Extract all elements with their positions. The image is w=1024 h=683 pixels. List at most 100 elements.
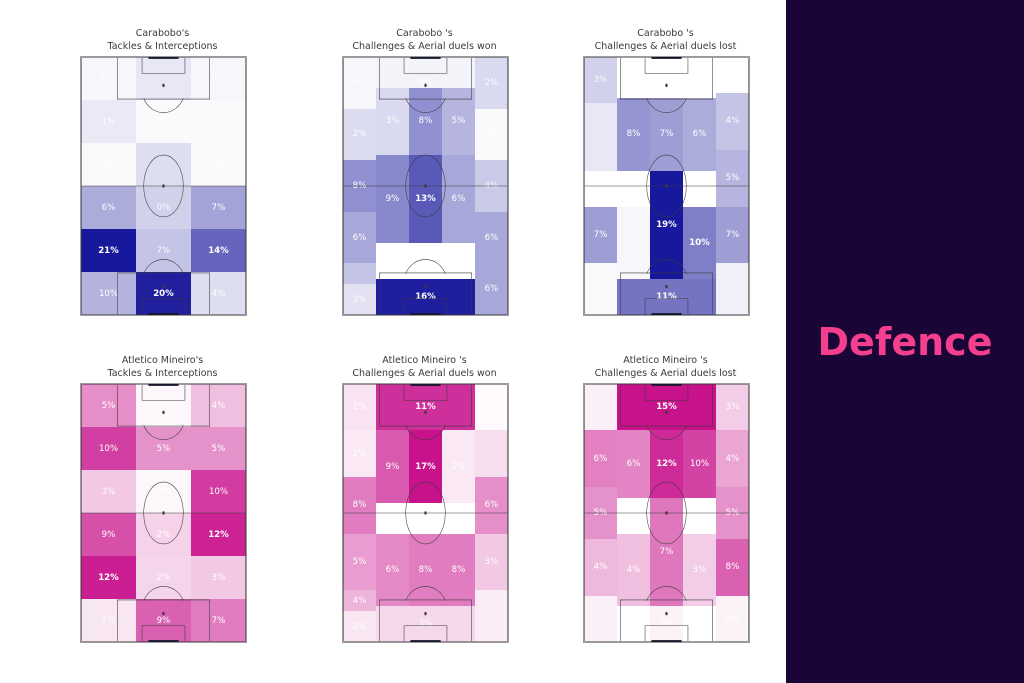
heatmap-cell: 0% (475, 384, 508, 431)
chart-atletico-aerial-lost: Atletico Mineiro 's Challenges & Aerial … (583, 355, 750, 643)
heatmap-cell: 5% (716, 149, 749, 207)
heatmap-cell (475, 430, 508, 477)
heatmap-cell: 8% (343, 160, 376, 212)
heatmap-cell: 0% (584, 263, 617, 315)
heatmap-cell: 6% (475, 476, 508, 534)
heatmap-cell: 10% (81, 272, 136, 315)
heatmap-cell: 4% (343, 590, 376, 612)
heatmap-cell: 16% (376, 278, 475, 315)
heatmap-cell: 3% (475, 533, 508, 591)
heatmap-cell: 17% (409, 430, 442, 503)
heatmap-cell: 6% (343, 211, 376, 264)
heatmap-cell: 4% (716, 93, 749, 150)
heatmap-cells: 0%0%2%2%0%8%4%6%6%4%6%3%3%8%5%9%13%6%16% (343, 57, 508, 315)
chart-atletico-aerial-won: Atletico Mineiro 's Challenges & Aerial … (342, 355, 509, 643)
chart-title-carabobo-aerial-won: Carabobo 's Challenges & Aerial duels wo… (352, 28, 497, 52)
heatmap-cell: 7% (191, 599, 246, 642)
heatmap-cell: 7% (650, 497, 683, 606)
heatmap-cell: 10% (683, 206, 716, 279)
heatmap-cell: 3% (584, 57, 617, 104)
heatmap-cell: 6% (617, 430, 650, 498)
heatmap-cell: 4% (617, 533, 650, 606)
pitch-carabobo-tackles-interceptions: 0% 0% 1% 0% 0% 0% 0% 6% 0% 7% 21% 7% 14% 10% 20% 4% (80, 56, 247, 316)
heatmap-cell: 21% (81, 229, 136, 273)
heatmap-cell: 0% (650, 605, 683, 642)
heatmap-cell: 13% (409, 155, 442, 243)
heatmap-cell: 0% (136, 100, 191, 143)
heatmap-cell: 2% (81, 599, 136, 642)
chart-title-atletico-tackles-interceptions: Atletico Mineiro's Tackles & Interceptio… (107, 355, 218, 379)
heatmap-cell: 9% (376, 430, 409, 503)
heatmap-cell: 2% (343, 611, 376, 642)
chart-carabobo-aerial-won: Carabobo 's Challenges & Aerial duels wo… (342, 28, 509, 316)
heatmap-cell: 7% (136, 229, 191, 273)
heatmap-cell: 12% (191, 513, 246, 557)
heatmap-cell: 4% (191, 272, 246, 315)
heatmap-cell: 2% (475, 57, 508, 109)
heatmap-cell (136, 143, 191, 187)
heatmap-cells: 2% 11% 0% 2% 8% 6% 5% 3% 4% 2% 9% 17% 2% 6% 8% 8% 3% (343, 384, 508, 642)
heatmap-cell (617, 206, 650, 279)
pitch-carabobo-aerial-won: 0%0%2%2%0%8%4%6%6%4%6%3%3%8%5%9%13%6%16% (342, 56, 509, 316)
heatmap-cell: 11% (376, 384, 475, 431)
heatmap-cell: 0% (136, 186, 191, 230)
heatmap-cell: 2% (343, 430, 376, 477)
heatmap-cell: 6% (81, 186, 136, 230)
heatmap-cell: 5% (136, 427, 191, 470)
chart-title-carabobo-aerial-lost: Carabobo 's Challenges & Aerial duels lo… (594, 28, 737, 52)
heatmap-cell: 12% (650, 430, 683, 498)
heatmap-cell: 2% (442, 430, 475, 503)
heatmap-cell (475, 590, 508, 642)
heatmap-cell: 0% (136, 470, 191, 514)
heatmap-cell: 8% (343, 476, 376, 534)
heatmap-cell: 5% (716, 487, 749, 539)
heatmap-cell (584, 384, 617, 431)
heatmap-cell: 3% (81, 470, 136, 514)
chart-title-atletico-aerial-won: Atletico Mineiro 's Challenges & Aerial … (352, 355, 497, 379)
heatmap-cell: 0% (191, 143, 246, 187)
heatmap-cell: 2% (343, 384, 376, 431)
heatmap-cell: 6% (442, 155, 475, 243)
heatmap-cell: 5% (584, 487, 617, 539)
heatmap-cell: 3% (716, 384, 749, 431)
heatmap-cell: 6% (475, 211, 508, 264)
heatmap-cell: 4% (475, 160, 508, 212)
heatmap-cell: 2% (136, 513, 191, 557)
heatmap-cell: 0% (475, 108, 508, 161)
heatmap-cell: 6% (683, 98, 716, 171)
heatmap-cell (584, 103, 617, 171)
heatmap-cell: 8% (617, 98, 650, 171)
heatmap-cell: 10% (191, 470, 246, 514)
heatmap-cell: 12% (81, 556, 136, 600)
heatmap-cell: 4% (584, 538, 617, 596)
heatmap-cell: 5% (442, 87, 475, 156)
heatmap-cell: 19% (650, 170, 683, 279)
heatmap-cell: 7% (584, 206, 617, 264)
heatmap-cell: 3% (683, 533, 716, 606)
heatmap-cell: 8% (409, 87, 442, 156)
heatmap-cell: 6% (584, 430, 617, 488)
heatmap-cell: 0% (136, 384, 191, 427)
heatmap-cell: 3% (343, 284, 376, 315)
heatmap-cell: 0% (191, 100, 246, 143)
pitch-atletico-aerial-lost: 15% 3% 6% 4% 5% 5% 4% 8% 0% 6% 12% 10% 4% 7% 3% 0% (583, 383, 750, 643)
heatmap-cell: 4% (191, 384, 246, 427)
heatmap-cells: 0% 0% 1% 0% 0% 0% 0% 6% 0% 7% 21% 7% 14% 10% 20% 4% (81, 57, 246, 315)
heatmap-cell (136, 57, 191, 100)
heatmap-cell: 9% (376, 155, 409, 243)
heatmap-cell: 8% (716, 538, 749, 596)
heatmap-cell: 6% (475, 263, 508, 315)
side-panel: Defence (786, 0, 1024, 683)
heatmap-cell: 4% (716, 430, 749, 488)
heatmap-cell: 11% (617, 278, 716, 315)
pitch-atletico-aerial-won: 2% 11% 0% 2% 8% 6% 5% 3% 4% 2% 9% 17% 2% 6% 8% 8% 3% (342, 383, 509, 643)
heatmap-cell: 0% (716, 595, 749, 642)
heatmap-cell: 20% (136, 272, 191, 315)
heatmap-cell (584, 595, 617, 642)
heatmap-cell: 3% (191, 556, 246, 600)
heatmap-cell: 7% (191, 186, 246, 230)
heatmap-cells: 3% 4% 5% 7% 0% 7% 8% 7% 6% 19% 10% 11% (584, 57, 749, 315)
heatmap-cell: 8% (442, 533, 475, 606)
heatmap-cell: 5% (81, 384, 136, 427)
